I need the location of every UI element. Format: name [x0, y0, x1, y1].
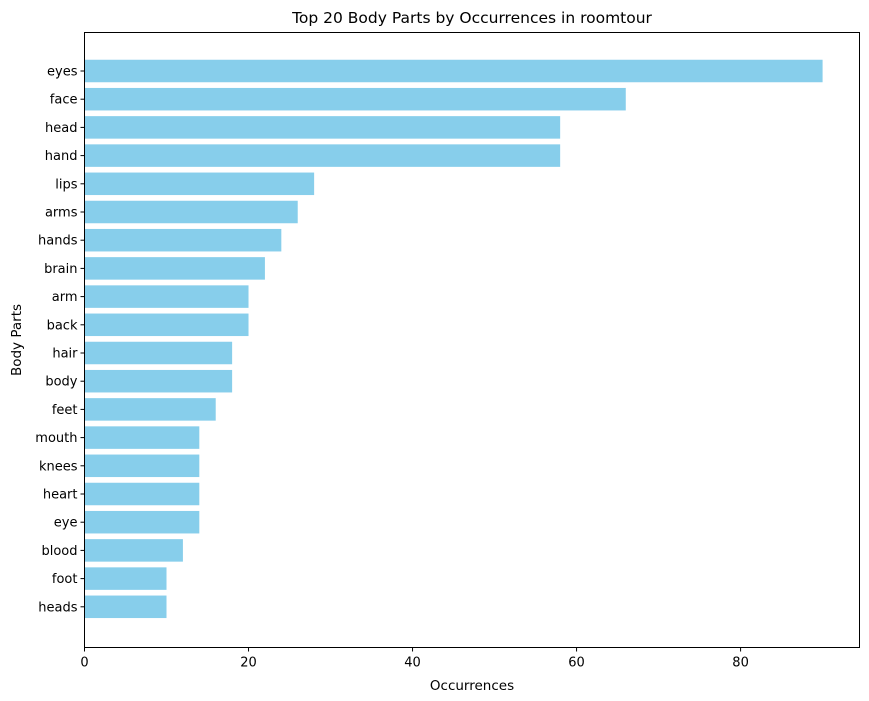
- x-axis-label: Occurrences: [430, 678, 514, 694]
- y-tick-label: hands: [38, 234, 78, 249]
- y-tick-label: hair: [52, 347, 78, 362]
- bar-face: [84, 87, 626, 111]
- bar-knees: [84, 454, 200, 478]
- x-tick-label: 0: [80, 656, 88, 671]
- bar-heads: [84, 595, 167, 619]
- y-tick-label: lips: [55, 177, 77, 192]
- bar-eyes: [84, 59, 823, 83]
- y-tick-labels: eyes face head hand lips arms hands brain arm bac…: [35, 65, 85, 615]
- y-tick-label: blood: [41, 544, 77, 559]
- bar-arm: [84, 285, 249, 308]
- y-tick-label: foot: [52, 572, 78, 587]
- bar-foot: [84, 567, 167, 590]
- bar-body: [84, 369, 233, 393]
- y-tick-label: back: [47, 318, 78, 333]
- y-tick-label: arms: [45, 206, 78, 221]
- bar-arms: [84, 200, 298, 224]
- y-tick-label: brain: [44, 262, 77, 277]
- y-tick-label: mouth: [35, 431, 77, 446]
- bar-hand: [84, 144, 561, 167]
- x-tick-label: 60: [568, 656, 585, 671]
- bar-blood: [84, 539, 183, 562]
- y-tick-label: hand: [45, 149, 78, 164]
- y-tick-label: heads: [38, 600, 77, 615]
- x-tick-label: 20: [240, 656, 257, 671]
- y-tick-label: heart: [43, 488, 78, 503]
- bar-hair: [84, 341, 233, 365]
- bar-heart: [84, 482, 200, 506]
- bar-mouth: [84, 426, 200, 449]
- y-tick-label: head: [45, 121, 77, 136]
- x-tick-label: 40: [404, 656, 421, 671]
- y-tick-label: feet: [52, 403, 78, 418]
- bar-lips: [84, 172, 315, 196]
- y-tick-label: face: [50, 93, 78, 108]
- x-tick-label: 80: [732, 656, 749, 671]
- y-tick-label: arm: [52, 290, 78, 305]
- bar-brain: [84, 257, 265, 280]
- y-axis-label: Body Parts: [9, 304, 25, 376]
- plot-frame: [84, 32, 860, 648]
- y-tick-label: eyes: [47, 65, 78, 80]
- bars-group: [84, 59, 823, 619]
- y-tick-label: body: [45, 375, 77, 390]
- bar-feet: [84, 398, 216, 421]
- bar-back: [84, 313, 249, 337]
- bar-eye: [84, 510, 200, 534]
- bar-hands: [84, 228, 282, 252]
- x-tick-labels: 0 20 40 60 80: [80, 647, 749, 671]
- y-tick-label: knees: [39, 459, 78, 474]
- y-tick-label: eye: [54, 516, 78, 531]
- chart-title: Top 20 Body Parts by Occurrences in room…: [291, 9, 652, 27]
- bar-head: [84, 116, 561, 139]
